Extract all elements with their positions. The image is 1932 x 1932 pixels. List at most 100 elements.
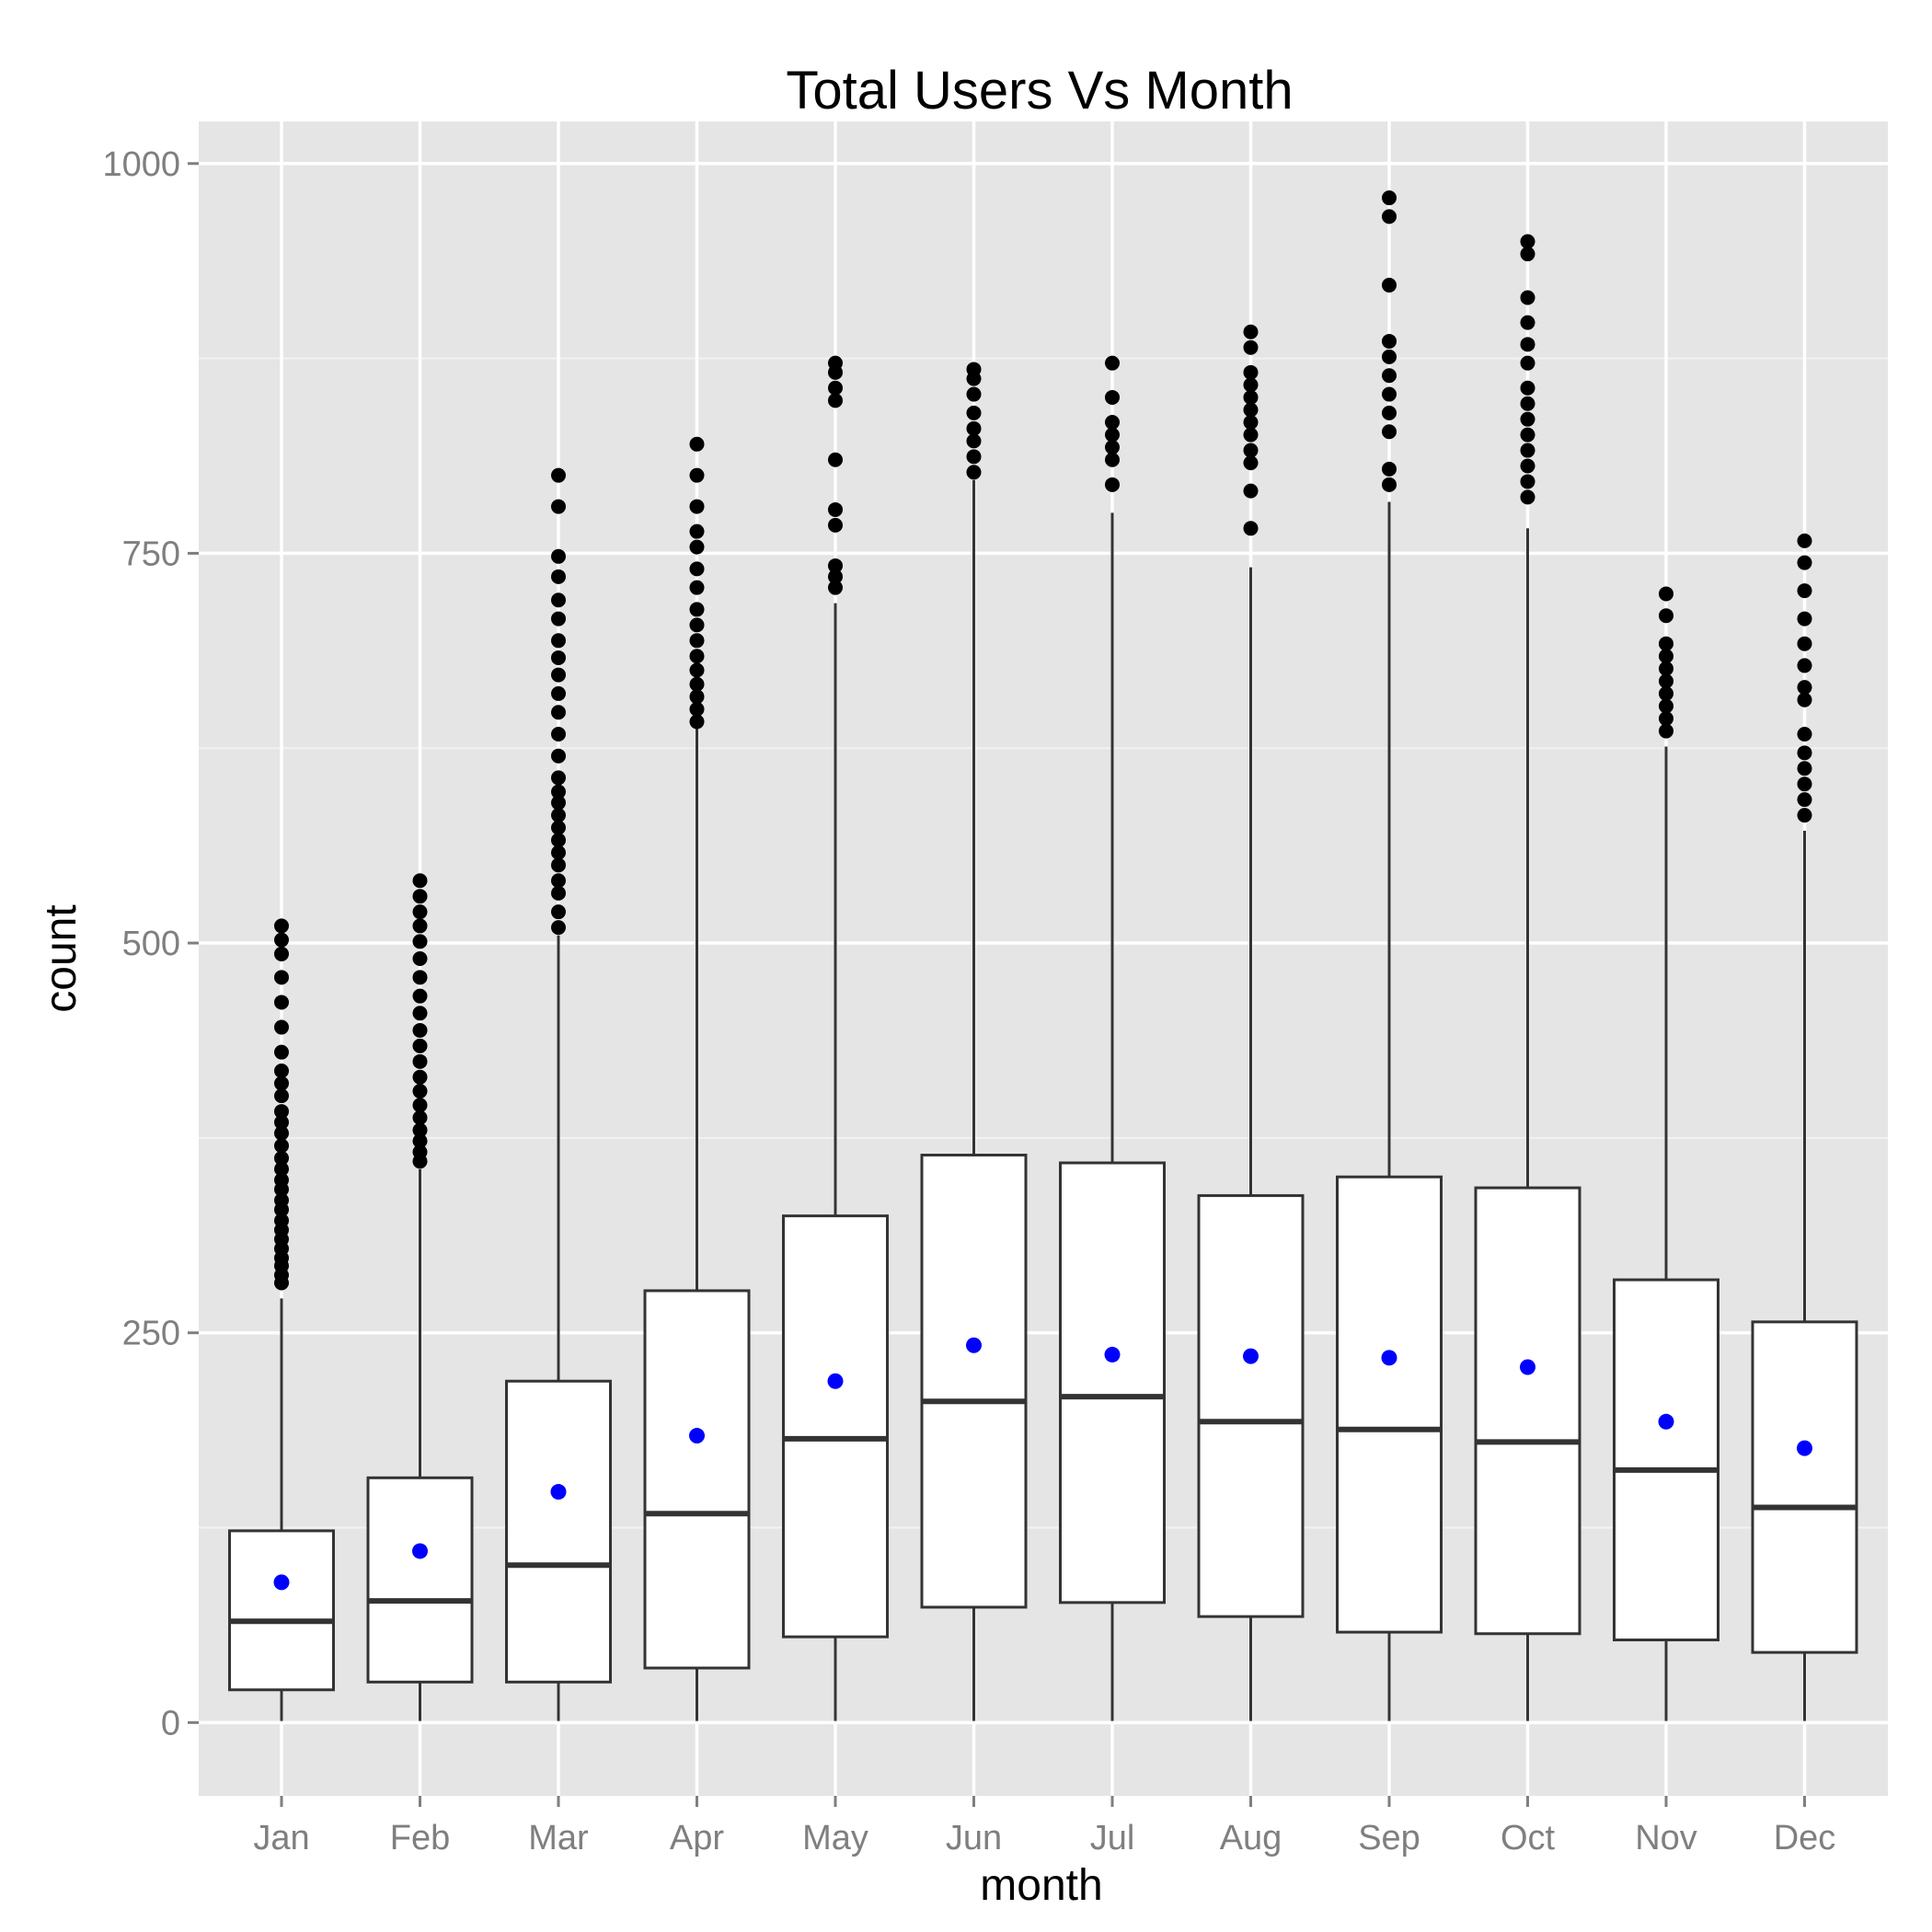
outlier-point	[1243, 427, 1259, 443]
outlier-point	[274, 995, 289, 1010]
outlier-point	[274, 1088, 289, 1104]
outlier-point	[1382, 368, 1397, 384]
x-tick-label: Mar	[528, 1819, 589, 1857]
outlier-point	[1797, 658, 1812, 673]
outlier-point	[1382, 405, 1397, 420]
outlier-point	[1659, 711, 1673, 727]
outlier-point	[966, 433, 982, 449]
iqr-box	[505, 1379, 612, 1684]
iqr-box	[920, 1154, 1028, 1609]
box-jul	[1059, 355, 1166, 1721]
outlier-point	[1797, 533, 1812, 548]
outlier-point	[551, 784, 566, 799]
outlier-point	[828, 558, 843, 573]
y-tick-label: 750	[122, 535, 180, 573]
mean-point	[689, 1428, 705, 1444]
outlier-point	[551, 920, 566, 936]
outlier-point	[274, 1172, 289, 1188]
outlier-point	[551, 857, 566, 873]
outlier-point	[1243, 364, 1259, 380]
outlier-point	[1520, 234, 1535, 249]
outlier-point	[1520, 247, 1535, 262]
outlier-point	[689, 662, 705, 678]
outlier-point	[274, 1019, 289, 1035]
outlier-point	[1382, 424, 1397, 440]
outlier-point	[551, 467, 566, 483]
iqr-box	[643, 1289, 751, 1670]
mean-point	[1658, 1413, 1674, 1430]
outlier-point	[412, 951, 428, 966]
outlier-point	[689, 676, 705, 692]
outlier-point	[1243, 377, 1259, 393]
outlier-point	[689, 580, 705, 595]
x-tick-label: Dec	[1774, 1819, 1836, 1857]
outlier-point	[689, 689, 705, 705]
iqr-box	[228, 1529, 335, 1692]
y-tick-label: 1000	[102, 145, 180, 184]
outlier-point	[966, 465, 982, 480]
outlier-point	[689, 602, 705, 617]
outlier-point	[551, 499, 566, 514]
outlier-point	[274, 1075, 289, 1091]
iqr-box	[1751, 1320, 1858, 1654]
outlier-point	[274, 932, 289, 948]
y-tick-label: 0	[161, 1704, 180, 1742]
outlier-point	[1659, 636, 1673, 651]
plot-panel	[199, 121, 1888, 1796]
outlier-point	[551, 569, 566, 584]
outlier-point	[274, 1064, 289, 1079]
outlier-point	[1243, 402, 1259, 418]
mean-point	[273, 1574, 290, 1591]
outlier-point	[689, 436, 705, 452]
outlier-point	[412, 1110, 428, 1125]
x-tick-label: Aug	[1220, 1819, 1282, 1857]
outlier-point	[966, 405, 982, 420]
outlier-point	[551, 667, 566, 683]
outlier-point	[1243, 443, 1259, 458]
outlier-point	[828, 452, 843, 467]
outlier-point	[689, 701, 705, 717]
box-apr	[643, 436, 751, 1721]
outlier-point	[689, 499, 705, 514]
outlier-point	[1520, 474, 1535, 489]
outlier-point	[1382, 333, 1397, 349]
outlier-point	[551, 705, 566, 720]
outlier-point	[1659, 649, 1673, 664]
box-oct	[1474, 234, 1581, 1721]
outlier-point	[274, 1125, 289, 1141]
mean-point	[966, 1337, 982, 1353]
outlier-point	[1659, 586, 1673, 602]
outlier-point	[1659, 698, 1673, 714]
outlier-point	[828, 380, 843, 396]
outlier-point	[274, 1161, 289, 1177]
outlier-point	[274, 918, 289, 934]
iqr-box	[1197, 1194, 1305, 1618]
outlier-point	[1382, 277, 1397, 293]
outlier-point	[966, 362, 982, 377]
outlier-point	[1797, 745, 1812, 761]
outlier-point	[828, 393, 843, 408]
outlier-point	[1520, 355, 1535, 371]
outlier-point	[1382, 209, 1397, 224]
outlier-point	[274, 1213, 289, 1228]
outlier-point	[551, 808, 566, 823]
iqr-box	[1059, 1161, 1166, 1604]
outlier-point	[1243, 455, 1259, 471]
x-tick-label: Jun	[946, 1819, 1002, 1857]
outlier-point	[1659, 661, 1673, 676]
outlier-point	[1243, 521, 1259, 536]
outlier-point	[1797, 555, 1812, 570]
iqr-box	[782, 1214, 889, 1639]
outlier-point	[551, 726, 566, 742]
outlier-point	[551, 748, 566, 764]
outlier-point	[1797, 792, 1812, 808]
outlier-point	[1243, 324, 1259, 339]
outlier-point	[1520, 337, 1535, 352]
outlier-point	[1520, 396, 1535, 411]
outlier-point	[1382, 386, 1397, 402]
outlier-point	[1520, 458, 1535, 474]
box-jan	[228, 918, 335, 1721]
x-tick-label: May	[802, 1819, 868, 1857]
iqr-box	[1474, 1186, 1581, 1636]
box-feb	[366, 873, 474, 1721]
